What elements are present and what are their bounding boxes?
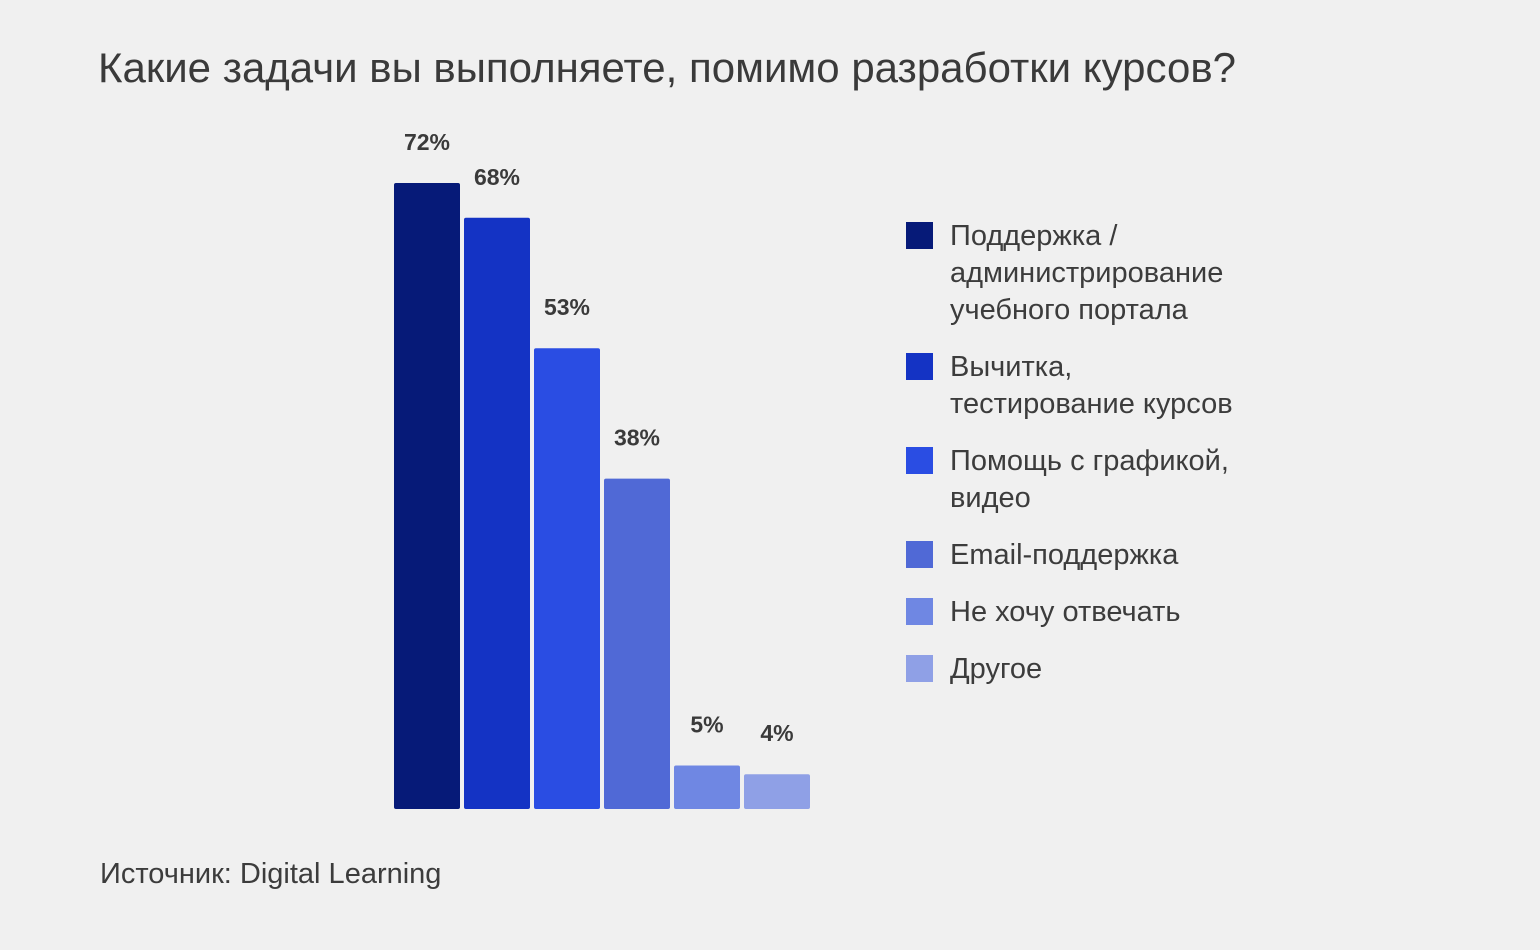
bar-4: [604, 478, 670, 809]
bar-value-label-3: 53%: [544, 294, 590, 320]
legend-item-1: Поддержка / администрирование учебного п…: [906, 218, 1306, 329]
legend-label: Поддержка / администрирование учебного п…: [950, 220, 1224, 326]
bar-value-label-1: 72%: [404, 129, 450, 155]
bar-2: [464, 217, 530, 809]
bar-1: [394, 183, 460, 809]
legend-label: Вычитка, тестирование курсов: [950, 351, 1233, 420]
legend-label: Не хочу отвечать: [950, 596, 1181, 628]
legend-label: Другое: [950, 653, 1043, 685]
chart-title: Какие задачи вы выполняете, помимо разра…: [98, 44, 1236, 91]
legend-swatch: [906, 353, 933, 380]
legend-item-3: Помощь с графикой, видео: [906, 443, 1306, 517]
legend-item-6: Другое: [906, 651, 1306, 688]
bar-3: [534, 348, 600, 809]
legend-swatch: [906, 447, 933, 474]
bar-6: [744, 774, 810, 809]
legend-item-4: Email-поддержка: [906, 537, 1306, 574]
source-note: Источник: Digital Learning: [100, 858, 442, 890]
bar-5: [674, 765, 740, 809]
bar-value-label-2: 68%: [474, 164, 520, 190]
legend-label: Помощь с графикой, видео: [950, 445, 1229, 514]
legend-swatch: [906, 222, 933, 249]
bar-value-label-4: 38%: [614, 425, 660, 451]
bar-chart: 72% 68% 53% 38% 5% 4%: [394, 129, 810, 809]
legend-swatch: [906, 655, 933, 682]
legend-swatch: [906, 598, 933, 625]
bar-value-label-5: 5%: [690, 712, 723, 738]
legend-label: Email-поддержка: [950, 539, 1179, 571]
chart-legend: Поддержка / администрирование учебного п…: [906, 218, 1306, 708]
bar-value-label-6: 4%: [760, 720, 793, 746]
legend-item-5: Не хочу отвечать: [906, 594, 1306, 631]
legend-item-2: Вычитка, тестирование курсов: [906, 349, 1306, 423]
legend-swatch: [906, 541, 933, 568]
